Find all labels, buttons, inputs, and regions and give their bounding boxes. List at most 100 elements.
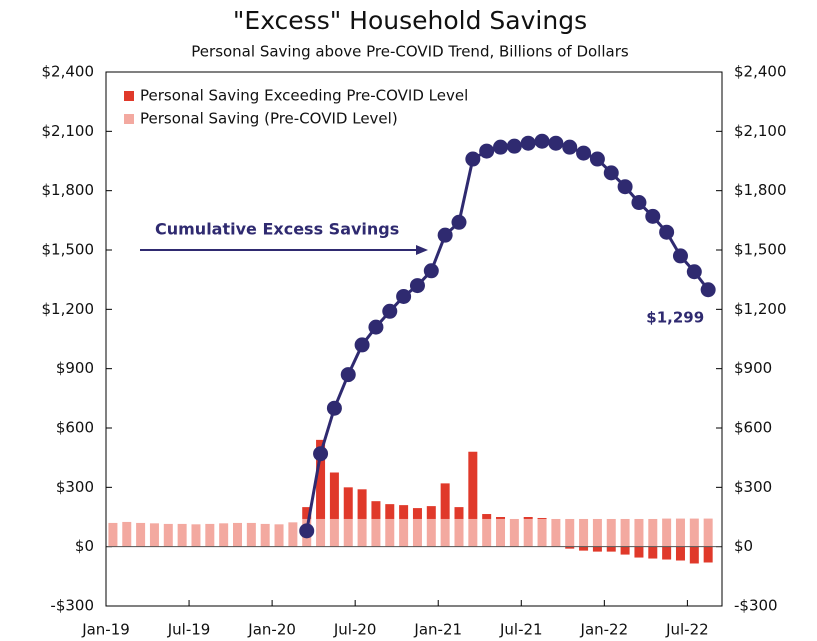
bar xyxy=(703,518,713,547)
bar xyxy=(523,517,533,519)
y2-tick-label: $1,800 xyxy=(734,181,787,199)
bar xyxy=(496,517,506,519)
bar xyxy=(579,546,589,551)
marker xyxy=(562,139,578,155)
y-tick-label: $600 xyxy=(56,419,94,437)
y2-tick-label: $900 xyxy=(734,359,772,377)
bar xyxy=(288,522,298,547)
marker xyxy=(589,151,605,167)
bar xyxy=(565,518,575,547)
marker xyxy=(340,367,356,383)
y2-tick-label: $300 xyxy=(734,478,772,496)
y2-tick-label: $1,200 xyxy=(734,300,787,318)
x-tick-label: Jul-22 xyxy=(665,621,709,639)
marker xyxy=(659,224,675,240)
x-tick-label: Jul-21 xyxy=(499,621,543,639)
bar xyxy=(371,501,381,519)
plot-frame xyxy=(105,71,723,607)
marker xyxy=(326,400,342,416)
bar xyxy=(689,518,699,547)
bar xyxy=(316,518,326,547)
bar xyxy=(343,518,353,547)
y-tick-label: $1,500 xyxy=(42,241,95,259)
bar xyxy=(634,518,644,547)
bar xyxy=(662,546,672,560)
marker xyxy=(299,523,315,539)
y2-tick-label: $0 xyxy=(734,537,753,555)
legend-label: Personal Saving Exceeding Pre-COVID Leve… xyxy=(140,87,468,105)
bar xyxy=(191,524,201,547)
marker xyxy=(617,179,633,195)
annotation: Cumulative Excess Savings xyxy=(155,220,399,239)
arrow-head xyxy=(416,245,428,255)
bar xyxy=(343,487,353,519)
bar xyxy=(496,518,506,547)
bar xyxy=(302,507,312,519)
marker xyxy=(465,151,481,167)
y2-tick-label: $1,500 xyxy=(734,241,787,259)
bar xyxy=(551,518,561,547)
bar xyxy=(440,518,450,547)
marker xyxy=(631,195,647,211)
y-tick-label: $2,400 xyxy=(42,63,95,81)
y-tick-label: $0 xyxy=(75,537,94,555)
marker xyxy=(576,145,592,161)
bar xyxy=(412,518,422,547)
bar xyxy=(149,523,159,547)
bar xyxy=(205,523,215,547)
bar xyxy=(385,518,395,547)
bar xyxy=(482,518,492,547)
marker xyxy=(645,208,661,224)
marker xyxy=(382,303,398,319)
bar xyxy=(136,522,146,547)
bar xyxy=(371,518,381,547)
y2-tick-label: -$300 xyxy=(734,597,778,615)
bar xyxy=(316,439,326,519)
bar xyxy=(675,518,685,547)
bar xyxy=(329,472,339,519)
marker xyxy=(672,248,688,264)
bar xyxy=(440,483,450,519)
bar xyxy=(426,506,436,519)
marker xyxy=(313,446,329,462)
bar xyxy=(634,546,644,558)
y-tick-label: $2,100 xyxy=(42,122,95,140)
marker xyxy=(493,139,509,155)
bar xyxy=(648,546,658,559)
bar xyxy=(592,546,602,552)
bar xyxy=(468,518,478,547)
data-label: $1,299 xyxy=(646,308,704,326)
x-tick-label: Jul-20 xyxy=(333,621,377,639)
marker xyxy=(368,319,384,335)
bar xyxy=(606,546,616,552)
x-tick-label: Jul-19 xyxy=(167,621,211,639)
marker xyxy=(700,282,716,298)
marker xyxy=(548,135,564,151)
bar xyxy=(482,514,492,519)
bar xyxy=(385,504,395,519)
bar xyxy=(357,518,367,547)
marker xyxy=(506,138,522,154)
bar xyxy=(592,518,602,547)
bar xyxy=(233,522,243,547)
marker xyxy=(479,143,495,159)
bar xyxy=(509,518,519,547)
bar xyxy=(274,524,284,547)
bar xyxy=(219,523,229,547)
bar xyxy=(662,518,672,547)
bar xyxy=(163,523,173,547)
bar xyxy=(329,518,339,547)
bar xyxy=(399,505,409,519)
marker xyxy=(534,133,550,149)
bar xyxy=(454,518,464,547)
bar xyxy=(426,518,436,547)
bar xyxy=(689,546,699,564)
marker xyxy=(423,263,439,279)
bar xyxy=(620,518,630,547)
bar xyxy=(606,518,616,547)
bar xyxy=(537,518,547,547)
bar xyxy=(454,507,464,519)
x-tick-label: Jan-22 xyxy=(580,621,629,639)
y2-tick-label: $600 xyxy=(734,419,772,437)
